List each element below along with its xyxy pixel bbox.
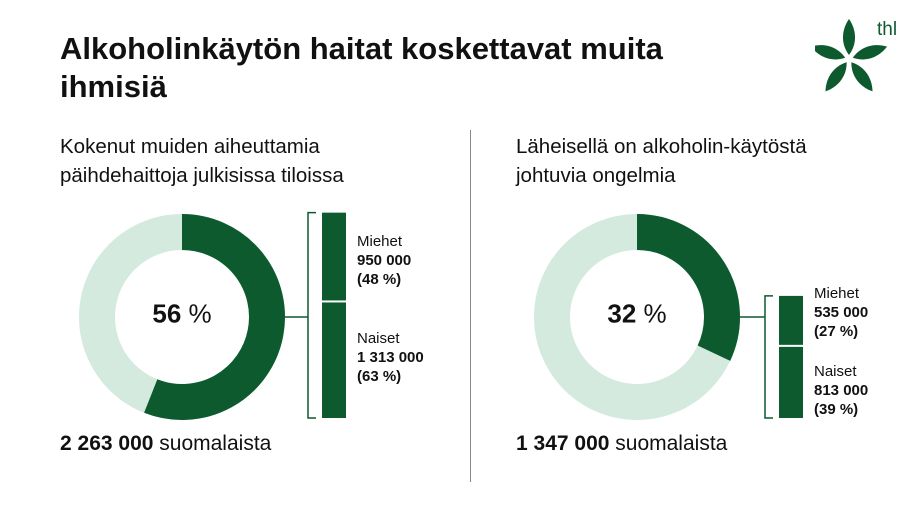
chart-1-women-label: Naiset 1 313 000 (63 %) <box>357 330 424 385</box>
chart-2-subtitle: Läheisellä on alkoholin-käytöstä johtuvi… <box>516 135 807 187</box>
chart-1-percent: 56 % <box>152 299 211 330</box>
chart-2-donut-value <box>636 214 740 361</box>
chart-2-bracket <box>764 295 773 419</box>
chart-1-value: 56 <box>152 298 182 329</box>
chart-1-men-label: Miehet 950 000 (48 %) <box>357 233 412 288</box>
chart-2-value: 32 <box>607 298 637 329</box>
divider <box>470 130 471 482</box>
chart-2-percent: 32 % <box>607 299 666 330</box>
chart-2-unit: % <box>643 298 667 329</box>
thl-logo: thl <box>815 19 897 92</box>
chart-1-bar-men <box>322 212 346 301</box>
chart-2-men-label: Miehet 535 000 (27 %) <box>814 285 869 340</box>
chart-2-total: 1 347 000 suomalaista <box>516 432 728 455</box>
chart-1-donut-value <box>144 214 285 420</box>
chart-1-subtitle: Kokenut muiden aiheuttamia päihdehaittoj… <box>60 135 344 187</box>
chart-2-women-label: Naiset 813 000 (39 %) <box>814 363 869 418</box>
svg-text:thl: thl <box>877 19 897 40</box>
chart-1-bracket <box>307 211 316 419</box>
chart-2-bar-men <box>779 295 803 345</box>
chart-2-bar-women <box>779 346 803 418</box>
chart-1-bar-women <box>322 302 346 418</box>
chart-1-unit: % <box>188 298 212 329</box>
page-title: Alkoholinkäytön haitat koskettavat muita… <box>60 31 663 104</box>
chart-1-total: 2 263 000 suomalaista <box>60 432 272 455</box>
